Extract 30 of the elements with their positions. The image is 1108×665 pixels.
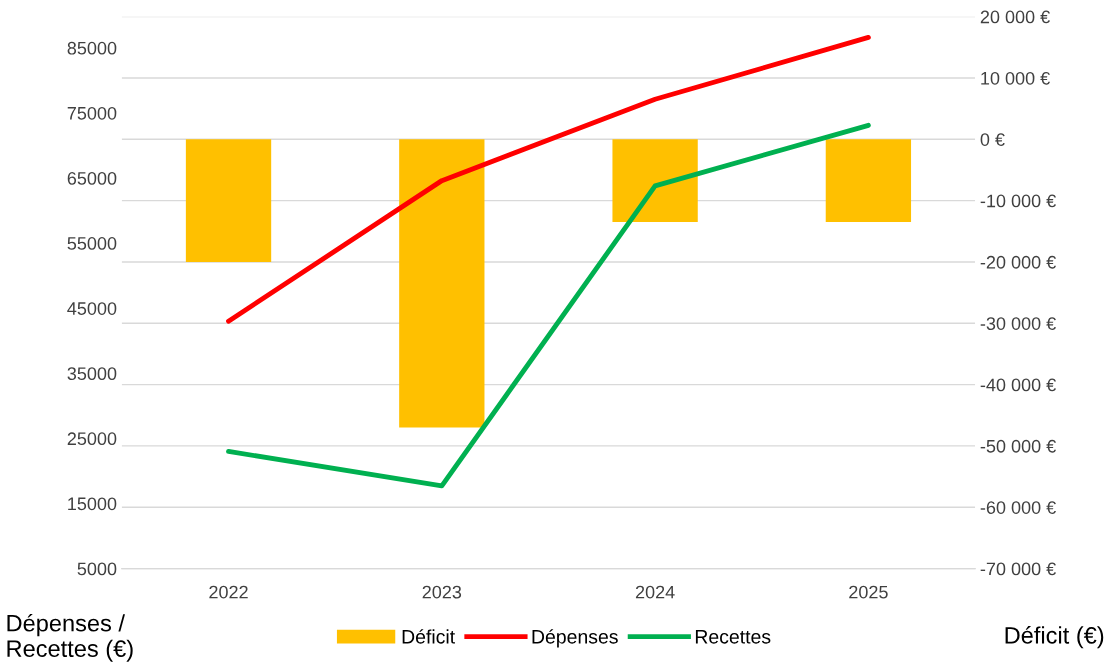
y-tick-label: 75000 <box>67 106 117 120</box>
line-series <box>226 35 871 324</box>
y-tick-label: 15000 <box>68 497 117 511</box>
x-tick-label: 2023 <box>422 585 462 599</box>
y2-tick-label: -40 000 € <box>980 378 1056 392</box>
y2-tick-label: -30 000 € <box>980 317 1056 330</box>
y-axis-title: Dépenses / Recettes (€) <box>7 613 133 662</box>
y-tick-label: 25000 <box>67 432 117 446</box>
x-tick-label: 2022 <box>209 585 248 599</box>
y2-tick-label: -60 000 € <box>980 501 1056 514</box>
y2-tick-label: 0 € <box>980 133 1005 146</box>
line-series <box>226 122 871 489</box>
y2-tick-label: -70 000 € <box>980 562 1056 576</box>
legend-label: Dépenses <box>532 629 618 648</box>
legend-label: Recettes <box>695 630 771 644</box>
x-tick-label: 2024 <box>635 585 675 599</box>
y2-axis-title: Déficit (€) <box>1005 626 1104 649</box>
legend-label: Déficit <box>402 629 455 644</box>
y2-tick-label: 20 000 € <box>980 10 1050 24</box>
y-tick-label: 55000 <box>67 237 117 250</box>
y-tick-label: 35000 <box>67 367 117 381</box>
y-tick-label: 45000 <box>67 302 117 315</box>
y2-tick-label: -20 000 € <box>980 255 1056 269</box>
y-tick-label: 85000 <box>67 41 117 55</box>
x-tick-label: 2025 <box>849 585 888 599</box>
y2-tick-label: -50 000 € <box>980 439 1056 453</box>
y-tick-label: 5000 <box>77 562 117 576</box>
y2-tick-label: 10 000 € <box>981 71 1050 85</box>
y-tick-label: 65000 <box>67 171 117 185</box>
y2-tick-label: -10 000 € <box>980 194 1056 208</box>
